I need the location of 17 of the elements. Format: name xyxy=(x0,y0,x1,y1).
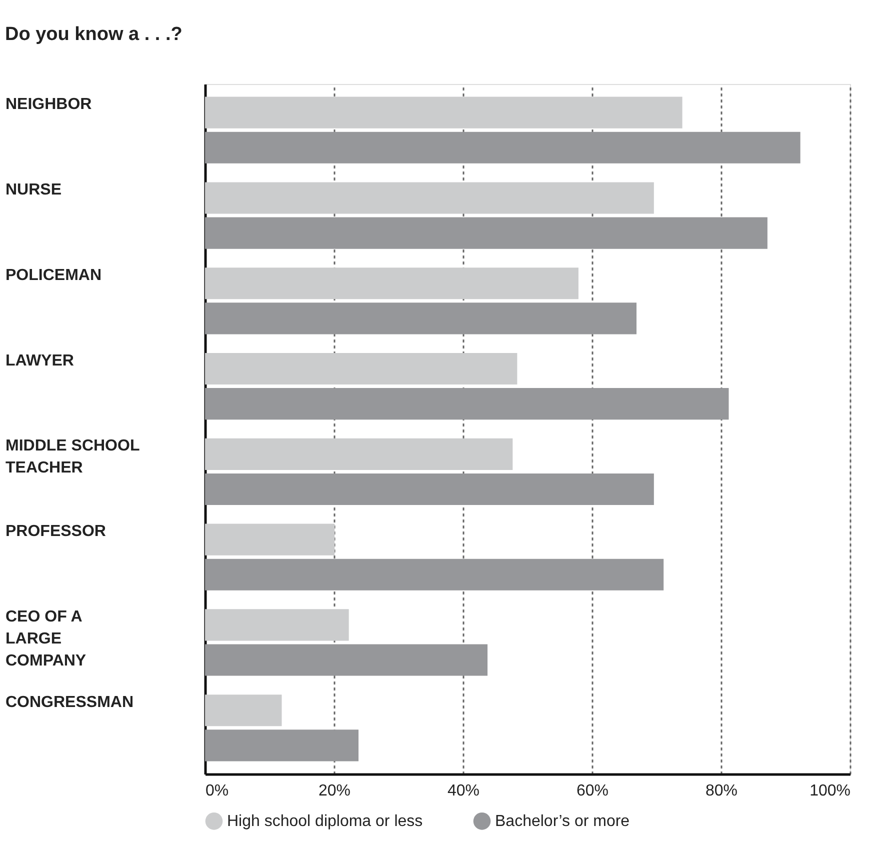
x-tick-label: 20% xyxy=(318,782,351,800)
y-tick-label: POLICEMAN xyxy=(6,266,102,284)
legend-label: High school diploma or less xyxy=(227,813,423,830)
x-tick-label: 60% xyxy=(576,782,609,800)
x-tick-label: 100% xyxy=(810,782,850,800)
y-tick-label: NEIGHBOR xyxy=(6,96,92,114)
legend-label: Bachelor’s or more xyxy=(495,813,630,830)
y-tick-label: MIDDLE SCHOOL TEACHER xyxy=(6,438,140,477)
chart-title: Do you know a . . .? xyxy=(5,24,182,45)
x-tick-label: 80% xyxy=(705,782,738,800)
x-tick-label: 0% xyxy=(206,782,229,800)
y-tick-label: LAWYER xyxy=(6,352,74,370)
x-tick-label: 40% xyxy=(447,782,480,800)
y-tick-label: CEO OF A LARGE COMPANY xyxy=(6,608,86,670)
y-tick-label: PROFESSOR xyxy=(6,523,106,540)
y-tick-label: CONGRESSMAN xyxy=(6,694,134,711)
y-tick-label: NURSE xyxy=(6,182,62,199)
